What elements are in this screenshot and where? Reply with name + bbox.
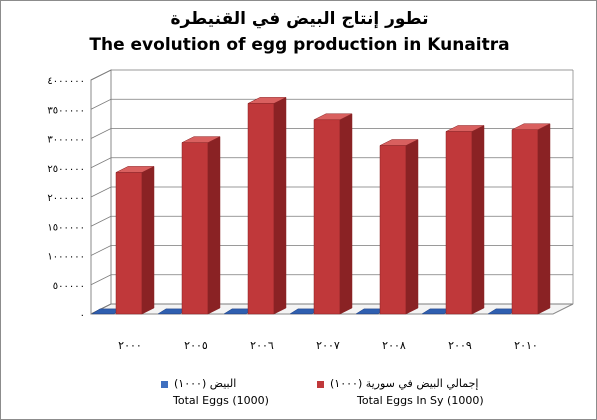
gridline [90,69,573,81]
bar-total-eggs-sy-top [181,136,221,143]
legend-label-ar: إجمالي البيض في سورية (١٠٠٠) [330,377,479,390]
legend-item-total-eggs: البيض (١٠٠٠) [161,377,236,390]
gridline [90,157,573,169]
gridline [90,245,573,256]
bar-total-eggs-sy-side [537,123,551,315]
y-tick-label: ١٠٠٠٠٠٠ [47,252,85,263]
bar-total-eggs-sy [115,172,143,315]
bar-total-eggs-sy-side [273,96,287,315]
gridline [90,186,573,198]
chart-subtitle: The evolution of egg production in Kunai… [89,35,510,55]
y-tick-label: ١٥٠٠٠٠٠ [47,222,85,233]
bar-total-eggs-sy [379,145,407,315]
bar-total-eggs-sy-side [471,125,485,315]
bar-total-eggs-sy [181,142,209,315]
bar-total-eggs-sy-top [115,166,155,173]
bar-total-eggs-sy [247,103,275,315]
bar-total-eggs-sy-side [339,113,353,315]
bar-total-eggs-sy-top [379,139,419,146]
bar-total-eggs-sy-top [445,125,485,132]
x-tick-label: ٢٠٠٧ [316,339,340,352]
y-tick-label: ٥٠٠٠٠٠ [53,281,85,292]
bar-total-eggs-sy-top [511,123,551,130]
legend-item-total-eggs-en: Total Eggs (1000) [173,394,269,407]
y-tick-label: ٤٠٠٠٠٠٠ [47,76,85,87]
bar-total-eggs-sy [511,129,539,315]
bar-total-eggs-sy-top [247,97,287,104]
bar-total-eggs-sy-side [141,166,155,315]
legend-label-ar: البيض (١٠٠٠) [174,377,237,390]
bar-total-eggs-sy-top [313,113,353,121]
x-tick-label: ٢٠٠٨ [382,339,406,352]
bar-total-eggs-sy-side [207,136,221,315]
gridline [90,128,573,139]
bar-total-eggs-sy [445,131,473,315]
bar-total-eggs-sy [313,119,341,315]
gridline [90,215,573,227]
y-tick-label: ٣٥٠٠٠٠٠ [47,105,85,116]
bar-total-eggs-sy-side [405,139,419,315]
y-tick-label: ٠ [80,310,85,321]
x-tick-label: ٢٠٠٥ [184,339,208,352]
y-tick-label: ٢٥٠٠٠٠٠ [47,164,85,175]
legend-label-en: Total Eggs (1000) [173,394,269,407]
legend-swatch-red [317,380,324,388]
legend-swatch-blue [161,380,168,388]
chart-title: تطور إنتاج البيض في القنيطرة [170,9,429,29]
legend-item-total-eggs-sy-en: Total Eggs In Sy (1000) [357,394,484,407]
legend-label-en: Total Eggs In Sy (1000) [357,394,484,407]
legend-item-total-eggs-sy: إجمالي البيض في سورية (١٠٠٠) [317,377,478,390]
x-tick-label: ٢٠٠٦ [250,339,274,352]
x-tick-label: ٢٠٠٩ [448,339,472,352]
x-tick-label: ٢٠٠٠ [118,339,142,352]
y-tick-label: ٣٠٠٠٠٠٠ [47,135,85,146]
gridline [90,98,573,110]
x-tick-label: ٢٠١٠ [514,339,538,352]
gridline [90,274,573,286]
y-tick-label: ٢٠٠٠٠٠٠ [47,193,85,204]
